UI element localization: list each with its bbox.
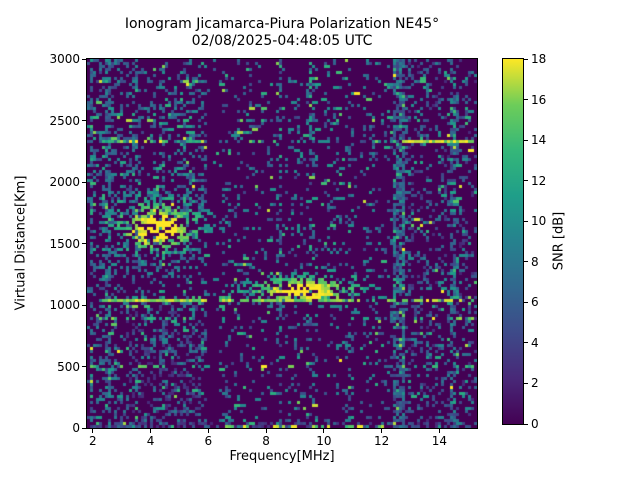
colorbar (502, 58, 524, 425)
y-tick-mark (82, 181, 86, 183)
y-tick-mark (82, 366, 86, 367)
y-tick-label: 500 (57, 359, 80, 374)
y-tick-mark (82, 304, 86, 306)
x-tick-mark (92, 429, 94, 433)
x-tick-label: 2 (88, 434, 97, 448)
x-tick-label: 6 (204, 434, 213, 448)
plot-area (86, 58, 478, 429)
x-tick-mark (265, 429, 267, 433)
colorbar-tick-mark (524, 261, 528, 263)
y-tick-label: 1000 (49, 298, 80, 312)
y-tick-label: 2000 (49, 175, 80, 189)
y-tick-label: 3000 (49, 52, 80, 66)
chart-subtitle: 02/08/2025-04:48:05 UTC (191, 33, 373, 49)
x-tick-mark (207, 429, 209, 433)
x-axis-label: Frequency[MHz] (229, 449, 335, 464)
colorbar-tick-label: 14 (531, 133, 547, 148)
y-tick-label: 0 (72, 421, 80, 435)
y-axis-label: Virtual Distance[Km] (13, 175, 29, 311)
colorbar-tick-mark (524, 382, 528, 384)
colorbar-gradient (503, 59, 523, 424)
colorbar-tick-mark (524, 220, 528, 222)
x-tick-mark (150, 429, 152, 433)
x-tick-label: 14 (431, 434, 448, 448)
colorbar-tick-label: 2 (531, 376, 539, 391)
x-tick-label: 10 (316, 434, 332, 448)
x-tick-label: 8 (262, 434, 270, 448)
colorbar-tick-label: 12 (531, 173, 547, 188)
y-tick-mark (82, 58, 86, 60)
colorbar-tick-mark (524, 423, 528, 425)
colorbar-tick-mark (524, 139, 528, 141)
y-tick-mark (82, 427, 86, 429)
colorbar-label: SNR [dB] (551, 211, 567, 271)
colorbar-tick-label: 0 (531, 417, 539, 431)
x-tick-mark (323, 429, 325, 433)
colorbar-tick-mark (524, 99, 528, 101)
x-tick-mark (438, 429, 440, 433)
colorbar-tick-mark (524, 342, 528, 344)
x-tick-label: 12 (374, 434, 390, 448)
colorbar-tick-label: 4 (531, 335, 539, 350)
colorbar-tick-mark (524, 180, 528, 182)
colorbar-tick-label: 18 (531, 52, 547, 66)
heatmap-canvas (87, 59, 477, 428)
chart-title: Ionogram Jicamarca-Piura Polarization NE… (124, 16, 440, 32)
colorbar-tick-label: 8 (531, 254, 539, 269)
colorbar-tick-mark (524, 58, 528, 60)
colorbar-tick-mark (524, 301, 528, 303)
y-tick-label: 2500 (49, 113, 80, 128)
colorbar-tick-label: 16 (531, 92, 547, 107)
colorbar-tick-label: 10 (531, 214, 547, 229)
y-tick-mark (82, 243, 86, 244)
colorbar-tick-label: 6 (531, 295, 539, 310)
y-tick-mark (82, 120, 86, 121)
x-tick-mark (381, 429, 383, 433)
y-tick-label: 1500 (49, 236, 80, 251)
x-tick-label: 4 (146, 434, 155, 448)
